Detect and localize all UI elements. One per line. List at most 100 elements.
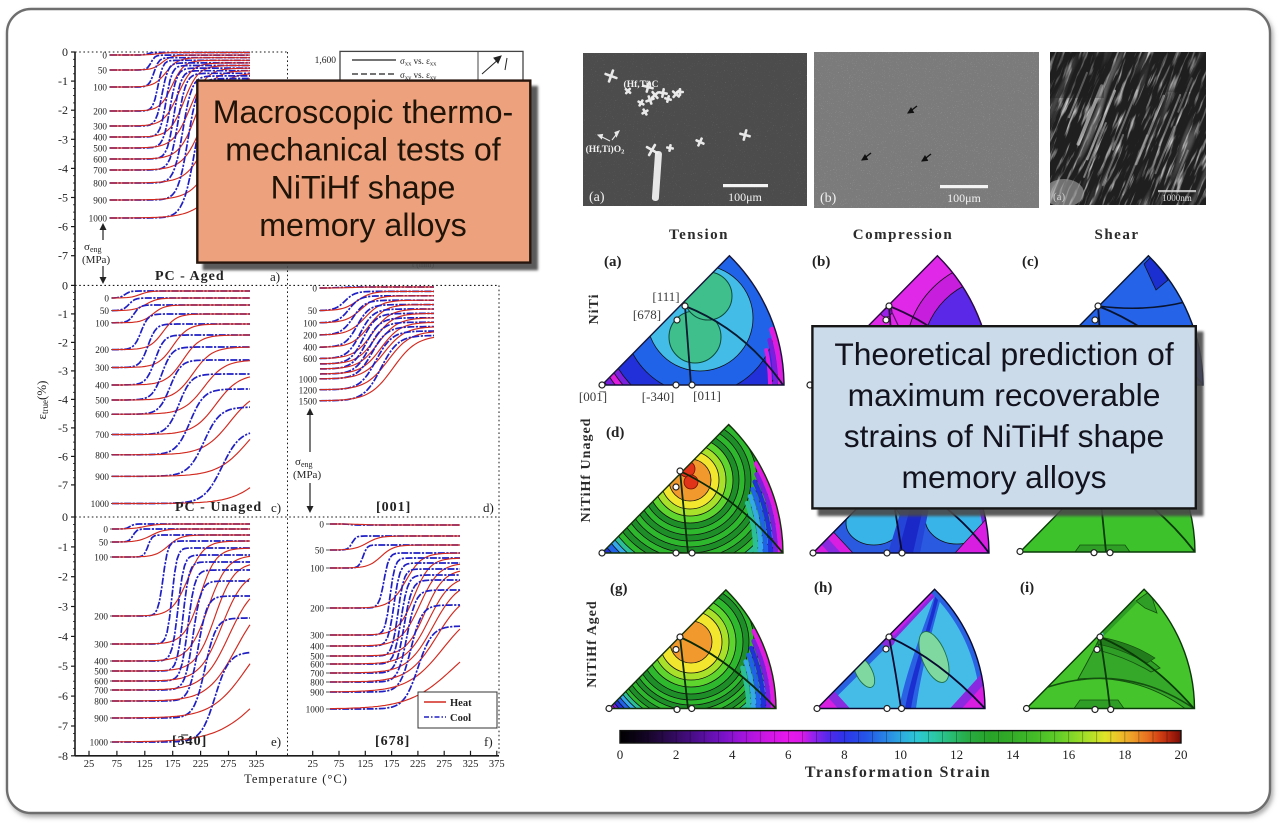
svg-text:-2: -2 [58,570,68,584]
svg-text:mechanical tests of: mechanical tests of [225,132,501,168]
svg-text:25: 25 [84,759,95,770]
svg-text:1500: 1500 [299,396,318,406]
svg-text:700: 700 [94,686,108,696]
svg-text:e): e) [271,734,281,749]
svg-text:0: 0 [102,51,107,61]
svg-text:-4: -4 [58,161,68,175]
svg-text:(d): (d) [606,425,624,441]
svg-text:PC - Unaged: PC - Unaged [175,500,262,515]
svg-text:NiTi: NiTi [587,294,602,325]
svg-text:0: 0 [312,284,317,294]
svg-text:f): f) [484,734,493,749]
svg-text:strains of NiTiHf shape: strains of NiTiHf shape [844,418,1164,454]
svg-text:18: 18 [1118,747,1131,762]
svg-text:500: 500 [95,396,109,406]
svg-text:[001̅]: [001̅] [579,389,607,404]
svg-text:Tension: Tension [669,227,729,243]
svg-text:σeng: σeng [295,456,313,469]
svg-text:σxy vs. εxy: σxy vs. εxy [400,70,437,82]
svg-text:75: 75 [334,759,345,770]
svg-text:400: 400 [310,642,324,652]
svg-text:900: 900 [93,196,107,206]
svg-text:-5: -5 [58,191,68,205]
svg-text:memory alloys: memory alloys [259,207,466,243]
svg-text:75: 75 [112,759,123,770]
svg-text:400: 400 [95,381,109,391]
svg-text:900: 900 [94,714,108,724]
svg-text:t (mm): t (mm) [412,260,434,269]
svg-text:-3: -3 [58,600,68,614]
svg-text:PC - Aged: PC - Aged [155,269,225,284]
svg-text:16: 16 [1062,747,1076,762]
svg-text:100: 100 [303,318,317,328]
svg-text:Compression: Compression [853,227,953,243]
svg-text:[678]: [678] [633,307,661,322]
svg-text:500: 500 [310,652,324,662]
svg-text:700: 700 [93,166,107,176]
svg-text:600: 600 [303,354,317,364]
svg-text:100μm: 100μm [728,190,762,204]
svg-text:20: 20 [1175,747,1188,762]
svg-text:175: 175 [165,759,181,770]
svg-text:200: 200 [310,604,324,614]
svg-text:[111]: [111] [652,289,679,304]
svg-text:275: 275 [436,759,452,770]
svg-text:0: 0 [319,520,324,530]
svg-text:1,600: 1,600 [315,56,337,66]
svg-text:(a): (a) [604,254,622,270]
svg-text:400: 400 [303,343,317,353]
svg-text:(a): (a) [1053,191,1066,203]
svg-text:-4: -4 [58,629,68,643]
svg-text:600: 600 [310,660,324,670]
svg-text:2: 2 [673,747,680,762]
svg-text:[001]: [001] [376,500,411,515]
svg-text:1200: 1200 [299,385,318,395]
svg-text:memory alloys: memory alloys [902,459,1107,495]
svg-text:100μm: 100μm [947,191,981,205]
svg-text:Transformation Strain: Transformation Strain [805,764,991,781]
svg-text:(Hf,Ti)C: (Hf,Ti)C [624,79,659,90]
svg-text:-5: -5 [58,659,68,673]
svg-text:8: 8 [841,747,848,762]
svg-text:125: 125 [137,759,153,770]
svg-text:1000: 1000 [90,738,109,748]
svg-text:500: 500 [94,667,108,677]
svg-text:10: 10 [894,747,907,762]
svg-text:900: 900 [310,688,324,698]
svg-text:300: 300 [95,363,109,373]
svg-text:325: 325 [249,759,265,770]
svg-text:50: 50 [100,306,110,316]
svg-text:400: 400 [93,133,107,143]
svg-text:0: 0 [617,747,624,762]
svg-text:-2: -2 [58,335,68,349]
svg-text:200: 200 [94,612,108,622]
svg-text:25: 25 [307,759,318,770]
svg-text:125: 125 [357,759,373,770]
svg-text:(MPa): (MPa) [293,469,321,481]
svg-text:(c): (c) [1022,254,1039,270]
svg-text:-6: -6 [58,449,68,463]
svg-text:a): a) [270,269,280,284]
svg-text:-7: -7 [58,478,68,492]
svg-text:14: 14 [1006,747,1020,762]
svg-text:200: 200 [303,331,317,341]
svg-text:NiTiHf Aged: NiTiHf Aged [585,600,600,687]
svg-text:1000: 1000 [306,705,325,715]
svg-text:325: 325 [463,759,479,770]
svg-text:-3: -3 [58,364,68,378]
svg-text:700: 700 [310,669,324,679]
svg-text:700: 700 [95,430,109,440]
svg-text:175: 175 [384,759,400,770]
svg-text:225: 225 [410,759,426,770]
svg-text:Heat: Heat [450,698,472,709]
svg-text:d): d) [483,500,494,515]
svg-text:[011]: [011] [693,388,721,403]
svg-text:0: 0 [62,45,68,59]
svg-text:maximum recoverable: maximum recoverable [848,377,1161,413]
svg-text:NiTiHf shape: NiTiHf shape [271,169,456,205]
svg-text:1000: 1000 [299,374,318,384]
svg-text:-1: -1 [58,540,68,554]
svg-text:400: 400 [94,657,108,667]
svg-text:(Hf,Ti)O2: (Hf,Ti)O2 [586,144,625,156]
svg-text:600: 600 [93,155,107,165]
